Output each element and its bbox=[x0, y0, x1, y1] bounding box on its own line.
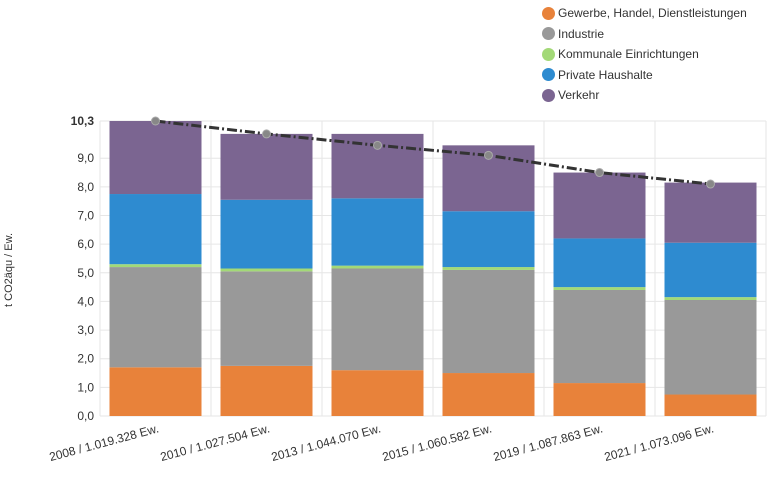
bar-segment[interactable] bbox=[553, 289, 646, 384]
legend-swatch bbox=[542, 27, 555, 41]
bar-segment[interactable] bbox=[553, 383, 646, 416]
y-tick-label: 10,3 bbox=[71, 114, 95, 128]
bar-segment[interactable] bbox=[442, 267, 535, 270]
x-tick-label: 2010 / 1.027.504 Ew. bbox=[159, 421, 272, 464]
bar-segment[interactable] bbox=[331, 198, 424, 266]
y-tick-label: 2,0 bbox=[77, 352, 94, 366]
bar-segment[interactable] bbox=[220, 365, 313, 416]
bar-segment[interactable] bbox=[220, 271, 313, 366]
legend-item[interactable]: Gewerbe, Handel, Dienstleistungen bbox=[542, 3, 747, 24]
y-tick-label: 6,0 bbox=[77, 237, 94, 251]
total-point[interactable] bbox=[262, 129, 271, 139]
chart-legend: Gewerbe, Handel, Dienstleistungen Industr… bbox=[542, 3, 747, 106]
bar-segment[interactable] bbox=[109, 367, 202, 416]
bar-segment[interactable] bbox=[109, 194, 202, 265]
y-tick-label: 1,0 bbox=[77, 380, 94, 394]
y-axis-ticks: 0,0 1,0 2,0 3,0 4,0 5,0 6,0 7,0 8,0 9,0 10,3 bbox=[71, 114, 95, 423]
bar-segment[interactable] bbox=[109, 121, 202, 195]
bar-segment[interactable] bbox=[442, 373, 535, 416]
legend-swatch bbox=[542, 47, 555, 61]
x-axis-ticks: 2008 / 1.019.328 Ew.2010 / 1.027.504 Ew.… bbox=[48, 421, 716, 464]
bar-segment[interactable] bbox=[553, 238, 646, 288]
total-point[interactable] bbox=[373, 140, 382, 150]
legend-item[interactable]: Industrie bbox=[542, 24, 747, 45]
y-tick-label: 0,0 bbox=[77, 409, 94, 423]
legend-label: Gewerbe, Handel, Dienstleistungen bbox=[558, 6, 747, 21]
x-tick-label: 2008 / 1.019.328 Ew. bbox=[48, 421, 161, 464]
bar-segment[interactable] bbox=[442, 269, 535, 374]
y-tick-label: 4,0 bbox=[77, 294, 94, 308]
y-tick-label: 3,0 bbox=[77, 323, 94, 337]
bar-segment[interactable] bbox=[331, 265, 424, 269]
bar-segment[interactable] bbox=[664, 242, 757, 298]
x-tick-label: 2021 / 1.073.096 Ew. bbox=[603, 421, 716, 464]
bar-segment[interactable] bbox=[109, 267, 202, 368]
legend-label: Industrie bbox=[558, 26, 605, 41]
y-tick-label: 8,0 bbox=[77, 180, 94, 194]
bar-segment[interactable] bbox=[220, 199, 313, 269]
legend-swatch bbox=[542, 88, 555, 102]
y-axis-label: t CO2äqu / Ew. bbox=[3, 233, 15, 307]
total-point[interactable] bbox=[595, 168, 604, 178]
total-point[interactable] bbox=[151, 116, 160, 126]
total-point[interactable] bbox=[484, 150, 493, 160]
bar-segment[interactable] bbox=[664, 300, 757, 395]
bar-segment[interactable] bbox=[553, 287, 646, 290]
bar-segment[interactable] bbox=[442, 211, 535, 268]
total-line-path bbox=[155, 119, 711, 186]
legend-item[interactable]: Private Haushalte bbox=[542, 65, 747, 86]
legend-swatch bbox=[542, 68, 555, 82]
legend-item[interactable]: Verkehr bbox=[542, 85, 747, 106]
x-tick-label: 2015 / 1.060.582 Ew. bbox=[381, 421, 494, 464]
legend-label: Private Haushalte bbox=[558, 67, 653, 82]
bar-segment[interactable] bbox=[331, 370, 424, 416]
bar-segment[interactable] bbox=[553, 172, 646, 239]
y-tick-label: 9,0 bbox=[77, 151, 94, 165]
grid-lines bbox=[99, 120, 767, 417]
x-tick-label: 2019 / 1.087.863 Ew. bbox=[492, 421, 605, 464]
total-point[interactable] bbox=[706, 179, 715, 189]
legend-swatch bbox=[542, 6, 555, 20]
total-line bbox=[151, 116, 715, 189]
x-tick-label: 2013 / 1.044.070 Ew. bbox=[270, 421, 383, 464]
bar-segment[interactable] bbox=[331, 268, 424, 371]
bar-segment[interactable] bbox=[109, 264, 202, 268]
bar-segment[interactable] bbox=[664, 182, 757, 243]
y-tick-label: 5,0 bbox=[77, 266, 94, 280]
bar-segment[interactable] bbox=[220, 133, 313, 200]
bar-segment[interactable] bbox=[220, 268, 313, 272]
bar-segment[interactable] bbox=[664, 394, 757, 416]
legend-label: Verkehr bbox=[558, 88, 600, 103]
legend-label: Kommunale Einrichtungen bbox=[558, 47, 699, 62]
y-tick-label: 7,0 bbox=[77, 209, 94, 223]
legend-item[interactable]: Kommunale Einrichtungen bbox=[542, 44, 747, 65]
bar-segment[interactable] bbox=[664, 297, 757, 301]
bars bbox=[109, 121, 757, 416]
